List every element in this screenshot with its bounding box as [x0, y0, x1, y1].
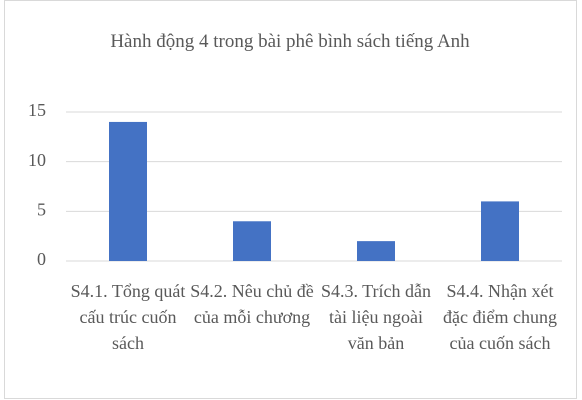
x-tick-label: S4.4. Nhận xét đặc điểm chung của cuốn s…	[443, 281, 557, 353]
bar	[233, 221, 271, 261]
y-tick-label: 0	[37, 249, 46, 269]
chart-border	[4, 0, 577, 399]
bar	[357, 241, 395, 261]
chart-title: Hành động 4 trong bài phê bình sách tiến…	[110, 31, 470, 52]
y-tick-label: 10	[28, 150, 46, 170]
bar	[109, 121, 147, 261]
y-tick-label: 15	[28, 100, 46, 120]
x-tick-label: S4.2. Nêu chủ đề của mỗi chương	[190, 281, 314, 327]
x-tick-label: S4.1. Tổng quát cấu trúc cuốn sách	[70, 281, 186, 353]
bar	[481, 201, 519, 261]
y-tick-label: 5	[37, 199, 46, 219]
x-tick-label: S4.3. Trích dẫn tài liệu ngoài văn bản	[320, 281, 432, 353]
